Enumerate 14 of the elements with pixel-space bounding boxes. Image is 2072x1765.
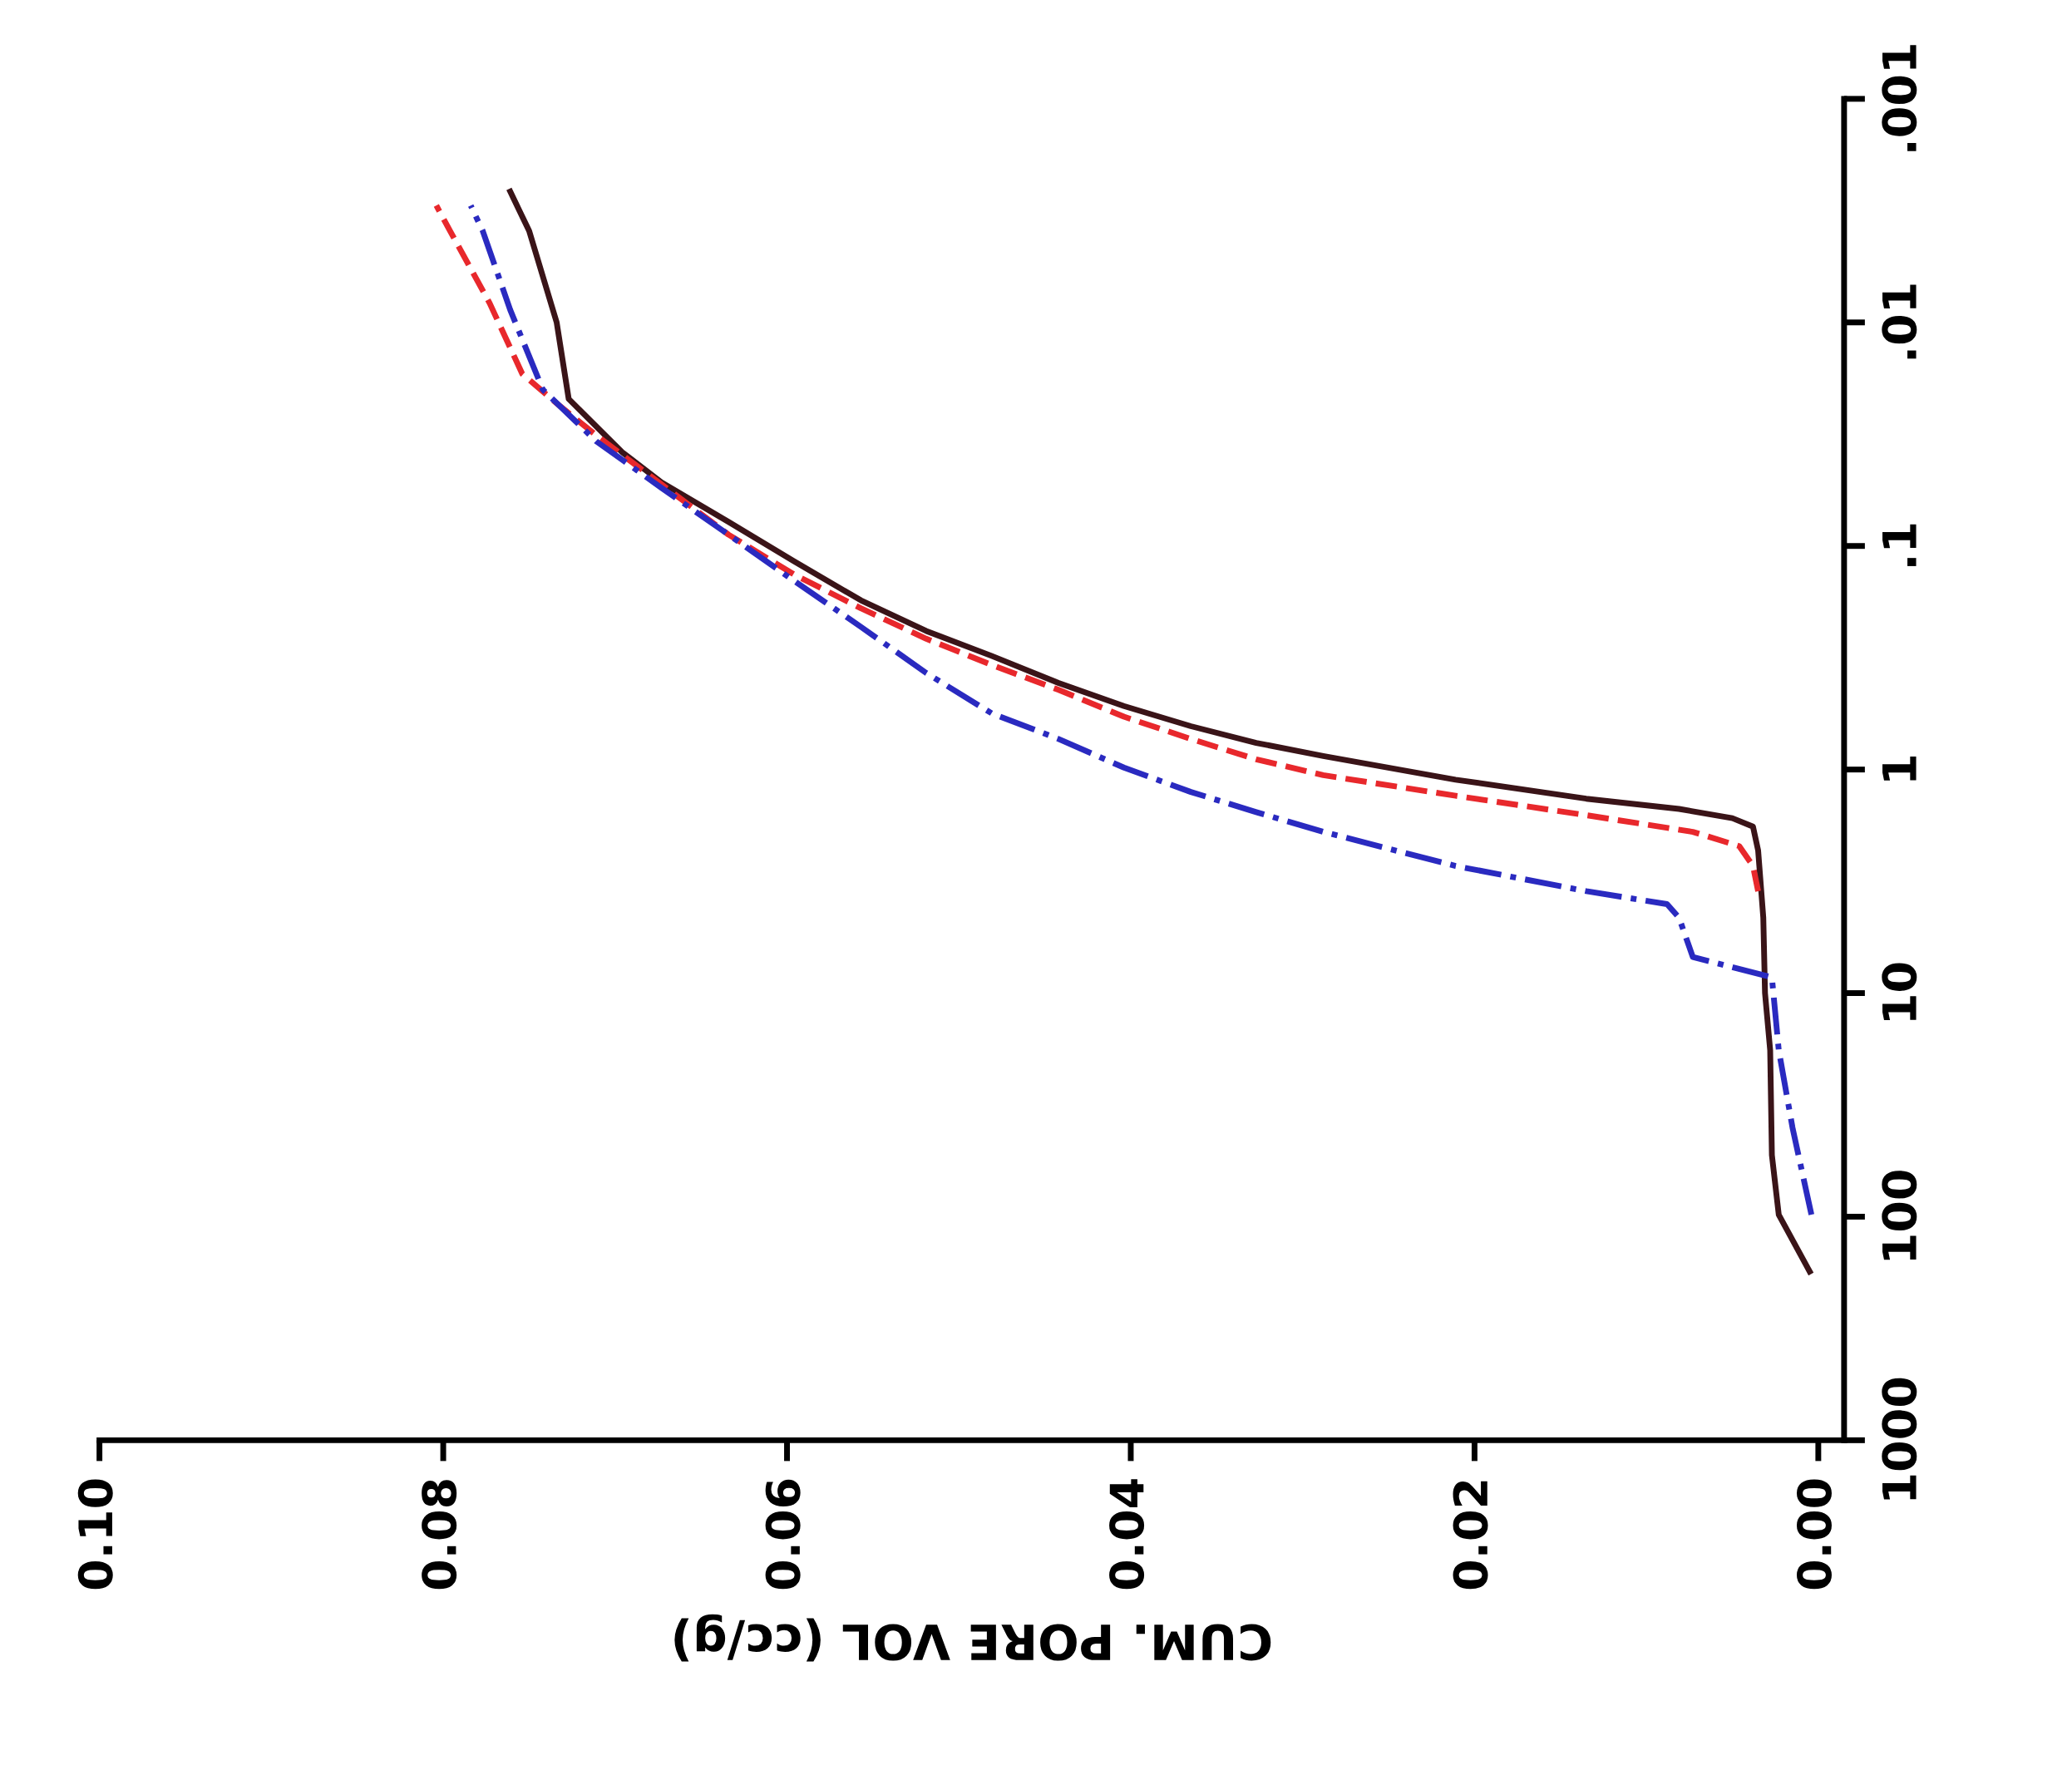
y-tick-label: 1 bbox=[1882, 757, 1917, 781]
y-tick-label: .01 bbox=[1882, 284, 1917, 359]
x-axis-title: CUM. PORE VOL (cc/g) bbox=[674, 1614, 1271, 1662]
x-tick-label: 0.00 bbox=[1796, 1479, 1832, 1590]
y-tick-label: 1000 bbox=[1882, 1378, 1917, 1500]
y-tick-label: 10 bbox=[1882, 963, 1917, 1020]
y-tick-label: .001 bbox=[1882, 45, 1917, 151]
x-tick-label: 0.04 bbox=[1109, 1479, 1145, 1590]
x-tick-label: 0.02 bbox=[1453, 1481, 1488, 1590]
x-tick-label: 0.10 bbox=[77, 1479, 113, 1590]
x-tick-label: 0.06 bbox=[765, 1479, 801, 1590]
x-tick-label: 0.08 bbox=[422, 1480, 457, 1590]
y-tick-label: 100 bbox=[1882, 1171, 1917, 1260]
y-tick-label: .1 bbox=[1882, 524, 1917, 566]
